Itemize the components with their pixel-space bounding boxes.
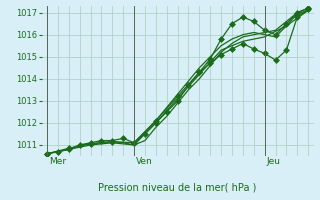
Text: Mer: Mer <box>49 158 66 166</box>
Text: Ven: Ven <box>136 158 153 166</box>
Text: Jeu: Jeu <box>267 158 281 166</box>
Text: Pression niveau de la mer( hPa ): Pression niveau de la mer( hPa ) <box>99 183 257 193</box>
